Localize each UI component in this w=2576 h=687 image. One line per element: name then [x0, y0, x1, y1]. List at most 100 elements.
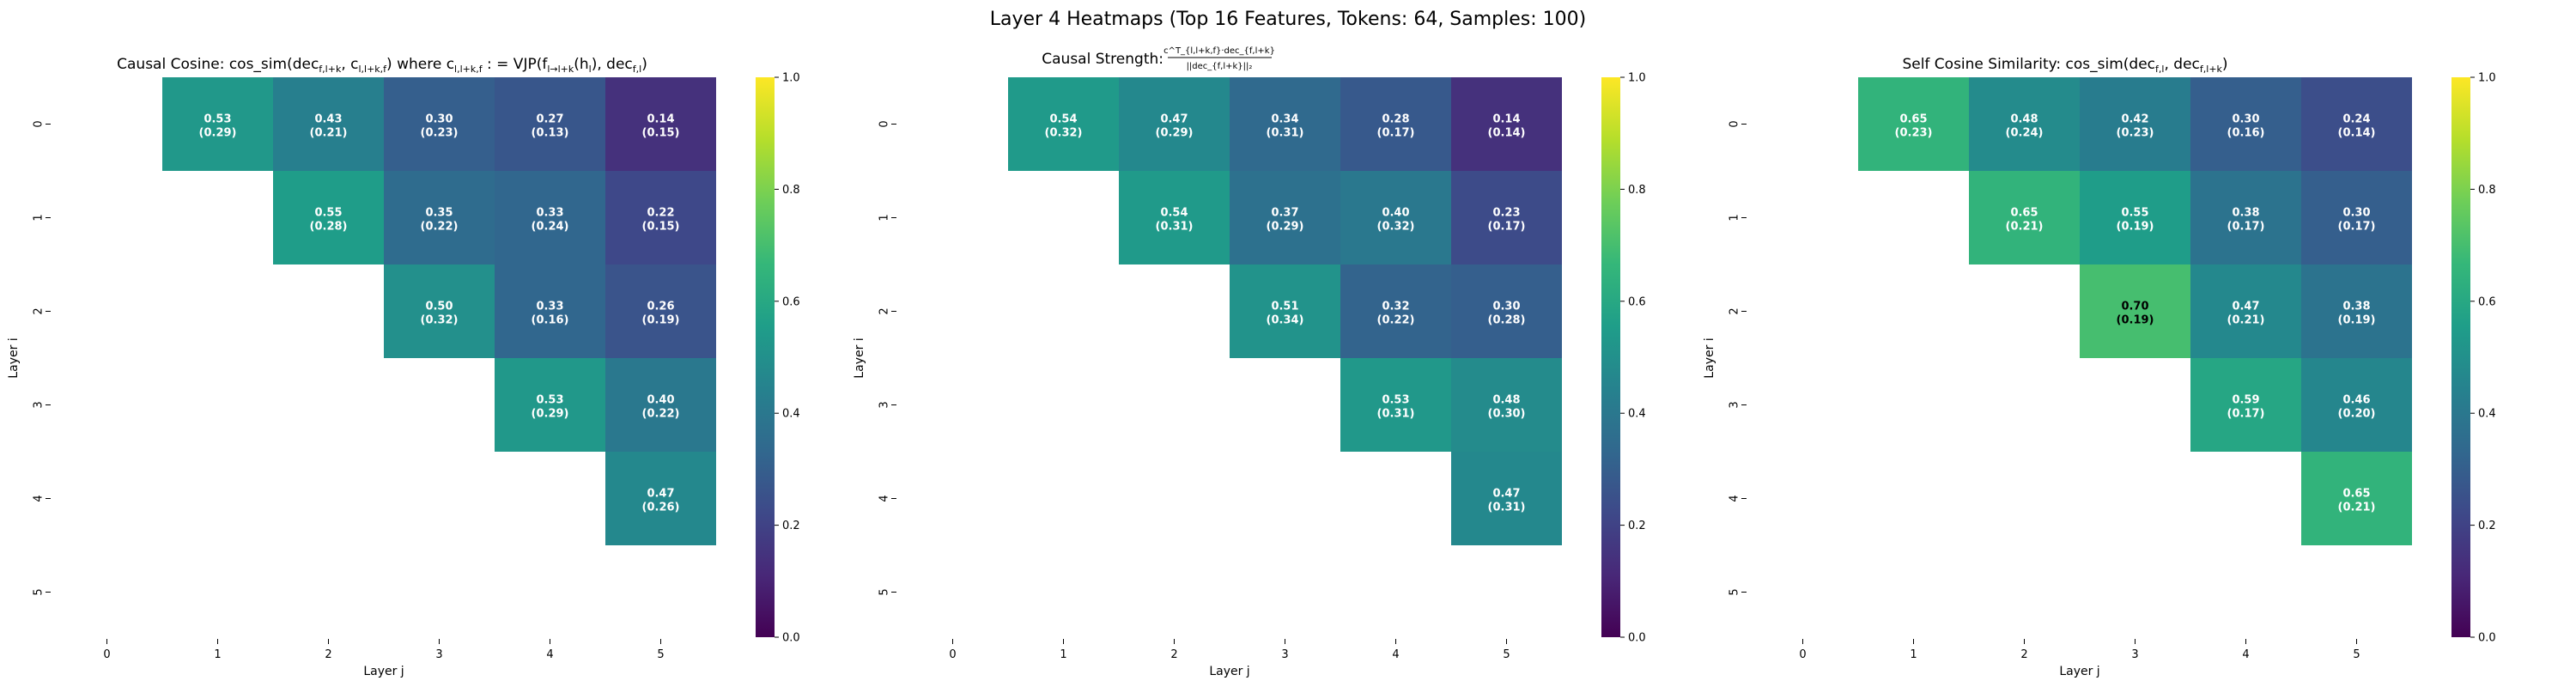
- cell-mean-label: 0.47: [1492, 488, 1520, 501]
- heatmap-cell: [605, 358, 716, 452]
- x-tick-label: 4: [546, 648, 553, 661]
- x-tick-label: 4: [2242, 648, 2249, 661]
- cell-mean-label: 0.24: [2342, 113, 2370, 126]
- cell-std-label: (0.29): [1156, 127, 1194, 140]
- cell-std-label: (0.17): [2338, 221, 2376, 234]
- cell-mean-label: 0.55: [314, 207, 342, 220]
- y-tick-label: 2: [1728, 307, 1741, 314]
- cell-std-label: (0.19): [2117, 314, 2154, 327]
- x-tick-label: 0: [103, 648, 110, 661]
- y-tick-label: 4: [1728, 495, 1741, 502]
- cell-mean-label: 0.37: [1271, 207, 1298, 220]
- y-tick-label: 5: [878, 588, 891, 595]
- heatmap-cell: [1451, 358, 1562, 452]
- x-tick-label: 5: [2353, 648, 2360, 661]
- cell-std-label: (0.17): [1377, 127, 1415, 140]
- cell-std-label: (0.17): [2227, 408, 2265, 421]
- cell-mean-label: 0.50: [425, 301, 453, 313]
- cell-std-label: (0.16): [2227, 127, 2265, 140]
- heatmap-cell: [2080, 77, 2190, 171]
- heatmap-cell: [1340, 264, 1451, 358]
- cell-mean-label: 0.30: [2232, 113, 2259, 126]
- cell-mean-label: 0.14: [1492, 113, 1520, 126]
- cell-std-label: (0.21): [2338, 502, 2376, 514]
- cell-std-label: (0.24): [2006, 127, 2044, 140]
- cell-std-label: (0.24): [532, 221, 569, 234]
- heatmap-cell: [1230, 264, 1340, 358]
- cell-std-label: (0.31): [1267, 127, 1304, 140]
- heatmap-cell: [1340, 171, 1451, 264]
- heatmap-cell: [495, 171, 605, 264]
- colorbar-tick-label: 0.2: [1628, 520, 1646, 532]
- cell-std-label: (0.22): [1377, 314, 1415, 327]
- x-tick-label: 1: [1910, 648, 1917, 661]
- heatmap-cell: [1858, 77, 1969, 171]
- heatmap-cell: [1340, 77, 1451, 171]
- heatmap-cell: [2190, 171, 2301, 264]
- cell-mean-label: 0.48: [1492, 394, 1520, 407]
- colorbar-tick-label: 0.4: [1628, 408, 1646, 421]
- x-tick-label: 2: [325, 648, 331, 661]
- heatmap-cell: [605, 264, 716, 358]
- cell-std-label: (0.19): [2338, 314, 2376, 327]
- heatmap-panel-3: Self Cosine Similarity: cos_sim(decf,l, …: [1703, 56, 2496, 678]
- heatmap-cell: [605, 171, 716, 264]
- panel-title-numerator: c^T_{l,l+k,f}·dec_{f,l+k}: [1163, 46, 1275, 56]
- cell-std-label: (0.23): [421, 127, 459, 140]
- figure-title: Layer 4 Heatmaps (Top 16 Features, Token…: [989, 9, 1587, 30]
- cell-std-label: (0.29): [199, 127, 237, 140]
- cell-std-label: (0.31): [1377, 408, 1415, 421]
- y-axis-label: Layer i: [7, 337, 21, 378]
- heatmap-cell: [1119, 171, 1230, 264]
- y-tick-label: 1: [878, 214, 891, 221]
- heatmap-cell: [1451, 77, 1562, 171]
- cell-mean-label: 0.38: [2232, 207, 2259, 220]
- x-tick-label: 2: [2020, 648, 2027, 661]
- y-tick-label: 4: [878, 495, 891, 502]
- cell-mean-label: 0.48: [2010, 113, 2038, 126]
- x-tick-label: 5: [1503, 648, 1510, 661]
- colorbar: [2451, 77, 2470, 637]
- cell-mean-label: 0.35: [425, 207, 453, 220]
- cell-mean-label: 0.43: [314, 113, 342, 126]
- cell-std-label: (0.20): [2338, 408, 2376, 421]
- x-tick-label: 2: [1170, 648, 1177, 661]
- cell-mean-label: 0.33: [536, 301, 563, 313]
- cell-mean-label: 0.53: [1382, 394, 1409, 407]
- colorbar-tick-label: 0.2: [2478, 520, 2496, 532]
- colorbar-tick-label: 1.0: [1628, 72, 1646, 85]
- cell-std-label: (0.19): [2117, 221, 2154, 234]
- y-axis-label: Layer i: [853, 337, 866, 378]
- colorbar-tick-label: 0.8: [1628, 184, 1646, 197]
- panel-title-denominator: ||dec_{f,l+k}||₂: [1187, 62, 1253, 71]
- cell-std-label: (0.32): [1045, 127, 1083, 140]
- heatmap-cell: [384, 264, 495, 358]
- colorbar-tick-label: 0.6: [2478, 295, 2496, 308]
- cell-mean-label: 0.59: [2232, 394, 2259, 407]
- heatmap-panel-2: Causal Strength: c^T_{l,l+k,f}·dec_{f,l+k…: [853, 46, 1646, 678]
- heatmap-cell: [2301, 77, 2412, 171]
- heatmap-cell: [2080, 264, 2190, 358]
- cell-mean-label: 0.40: [1382, 207, 1409, 220]
- cell-mean-label: 0.14: [647, 113, 674, 126]
- heatmap-cell: [273, 77, 384, 171]
- cell-mean-label: 0.47: [1160, 113, 1188, 126]
- cell-std-label: (0.28): [310, 221, 348, 234]
- colorbar-tick-label: 0.8: [782, 184, 800, 197]
- cell-mean-label: 0.30: [2342, 207, 2370, 220]
- heatmap-cell: [1969, 171, 2080, 264]
- y-tick-label: 4: [33, 495, 46, 502]
- cell-std-label: (0.32): [421, 314, 459, 327]
- cell-mean-label: 0.32: [1382, 301, 1409, 313]
- y-tick-label: 3: [1728, 401, 1741, 408]
- cell-std-label: (0.15): [642, 127, 680, 140]
- y-tick-label: 1: [1728, 214, 1741, 221]
- x-tick-label: 3: [435, 648, 442, 661]
- heatmap-cell: [384, 77, 495, 171]
- cell-mean-label: 0.42: [2121, 113, 2148, 126]
- y-tick-label: 2: [33, 307, 46, 314]
- y-tick-label: 1: [33, 214, 46, 221]
- cell-mean-label: 0.65: [2342, 488, 2370, 501]
- colorbar-tick-label: 0.6: [1628, 295, 1646, 308]
- panel-title: Causal Strength:: [1042, 51, 1163, 68]
